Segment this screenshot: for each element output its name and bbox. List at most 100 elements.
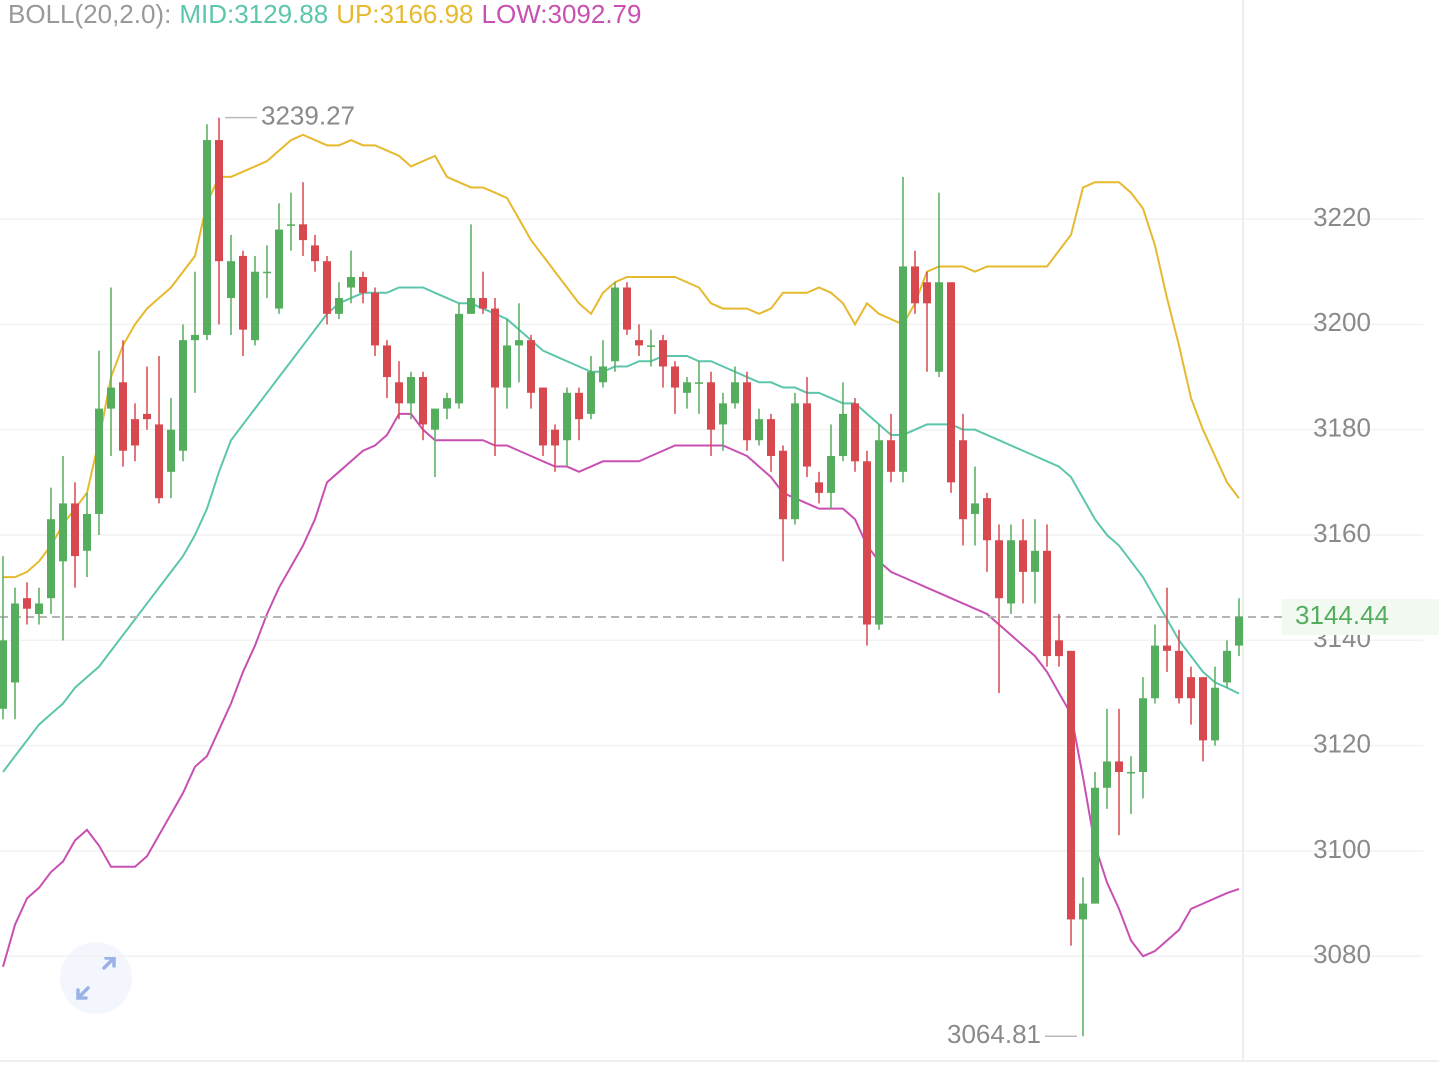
- candle-body: [839, 413, 847, 457]
- candle-body: [107, 387, 115, 409]
- candle-body: [1043, 550, 1051, 657]
- candle-body: [263, 271, 271, 274]
- y-tick-label: 3120: [1313, 729, 1371, 759]
- candle-body: [995, 540, 1003, 599]
- candle-body: [419, 377, 427, 425]
- y-tick-label: 3080: [1313, 939, 1371, 969]
- candle-body: [971, 503, 979, 514]
- candle-body: [767, 419, 775, 457]
- candle-body: [1103, 761, 1111, 788]
- candle-body: [947, 282, 955, 483]
- candle-body: [455, 313, 463, 404]
- y-tick-label: 3180: [1313, 413, 1371, 443]
- min-label: 3064.81: [947, 1019, 1041, 1049]
- indicator-header: BOLL(20,2.0): MID:3129.88 UP:3166.98 LOW:30…: [8, 0, 641, 29]
- candle-body: [779, 450, 787, 520]
- candle-body: [287, 224, 295, 226]
- candle-body: [1223, 650, 1231, 683]
- candle-body: [731, 382, 739, 404]
- candle-body: [1163, 645, 1171, 651]
- expand-button-bg[interactable]: [60, 942, 132, 1014]
- indicator-label: BOLL(20,2.0):: [8, 0, 171, 29]
- candle-body: [407, 377, 415, 404]
- candle-body: [251, 271, 259, 341]
- candle-body: [467, 298, 475, 314]
- legend-entry: UP:3166.98: [336, 0, 473, 29]
- candle-body: [371, 292, 379, 346]
- candle-body: [47, 519, 55, 599]
- candle-body: [335, 298, 343, 314]
- candle-body: [587, 371, 595, 414]
- candle-body: [383, 345, 391, 378]
- candle-body: [1007, 540, 1015, 604]
- candle-body: [323, 261, 331, 314]
- candle-body: [359, 276, 367, 293]
- candle-body: [1139, 698, 1147, 772]
- candle-body: [539, 387, 547, 446]
- candle-body: [815, 482, 823, 493]
- candle-body: [0, 640, 7, 709]
- candle-body: [695, 382, 703, 384]
- y-tick-label: 3200: [1313, 307, 1371, 337]
- candle-body: [563, 392, 571, 441]
- candle-body: [35, 603, 43, 614]
- candle-body: [1091, 787, 1099, 904]
- candle-body: [899, 266, 907, 472]
- last-price-tag: [1282, 598, 1439, 635]
- expand-button[interactable]: [60, 942, 132, 1014]
- candle-body: [491, 308, 499, 388]
- candle-body: [1127, 771, 1135, 774]
- candle-body: [11, 603, 19, 683]
- candle-body: [875, 440, 883, 625]
- candle-body: [1151, 645, 1159, 699]
- candle-body: [167, 429, 175, 472]
- candle-body: [575, 392, 583, 420]
- y-tick-label: 3220: [1313, 202, 1371, 232]
- legend-entry: LOW:3092.79: [482, 0, 642, 29]
- y-tick-label: 3100: [1313, 834, 1371, 864]
- candle-body: [395, 382, 403, 404]
- candle-body: [1175, 650, 1183, 699]
- candle-body: [479, 298, 487, 309]
- candle-body: [131, 419, 139, 446]
- candle-body: [95, 408, 103, 514]
- band-line: [2, 412, 1240, 968]
- candle-body: [431, 408, 439, 430]
- candle-body: [299, 224, 307, 241]
- candle-body: [611, 287, 619, 362]
- candle-body: [551, 429, 559, 446]
- candle-body: [863, 461, 871, 625]
- candle-body: [83, 513, 91, 551]
- expand-icon[interactable]: [76, 956, 116, 1000]
- candle-body: [755, 419, 763, 441]
- candle-body: [959, 440, 967, 520]
- candle-body: [827, 456, 835, 493]
- candle-body: [215, 140, 223, 262]
- candle-body: [1187, 677, 1195, 699]
- candle-body: [239, 255, 247, 330]
- candle-body: [647, 345, 655, 347]
- candle-body: [143, 413, 151, 420]
- candle-body: [791, 403, 799, 520]
- candle-body: [1031, 550, 1039, 572]
- candle-body: [851, 403, 859, 462]
- candle-body: [923, 282, 931, 304]
- candle-body: [1019, 540, 1027, 572]
- candle-body: [1079, 903, 1087, 920]
- band-line: [2, 286, 1240, 773]
- candle-body: [119, 382, 127, 451]
- candle-body: [503, 345, 511, 388]
- candle-body: [443, 398, 451, 409]
- candle-body: [227, 261, 235, 299]
- candle-body: [515, 340, 523, 346]
- candle-body: [803, 403, 811, 467]
- candle-body: [743, 382, 751, 441]
- candle-body: [983, 498, 991, 541]
- candle-body: [911, 266, 919, 304]
- candle-body: [59, 503, 67, 562]
- candle-body: [635, 340, 643, 346]
- candle-body: [347, 276, 355, 288]
- candle-body: [155, 424, 163, 499]
